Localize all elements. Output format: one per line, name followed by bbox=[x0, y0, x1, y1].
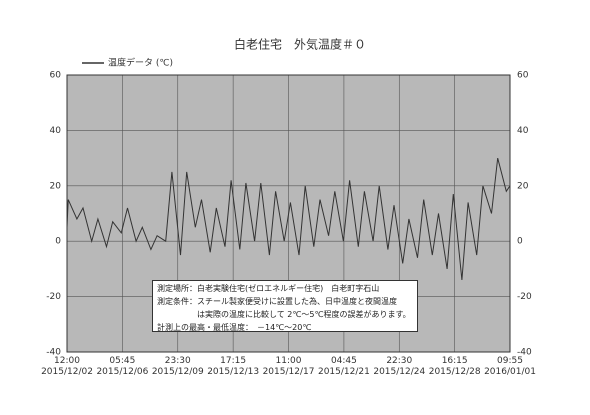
y2-tick-label: 0 bbox=[517, 237, 523, 247]
note-label: 測定場所： bbox=[157, 284, 197, 293]
annotation-box: 測定場所：白老実験住宅(ゼロエネルギー住宅) 白老町字石山 測定条件：スチール製… bbox=[152, 280, 418, 332]
y2-tick-label: 40 bbox=[517, 126, 529, 136]
y-tick-label: -40 bbox=[46, 348, 61, 358]
x-tick-label: 22:30 2015/12/24 bbox=[373, 356, 426, 377]
y-tick-label: 20 bbox=[50, 181, 62, 191]
x-tick-label: 04:45 2015/12/21 bbox=[317, 356, 370, 377]
y-tick-label: 60 bbox=[50, 71, 62, 81]
data-line bbox=[66, 157, 511, 281]
x-tick-label: 17:15 2015/12/13 bbox=[207, 356, 260, 377]
plot-frame bbox=[66, 74, 511, 353]
x-tick-label: 09:55 2016/01/01 bbox=[484, 356, 536, 377]
note-text: スチール製家便受けに設置した為、日中温度と夜間温度 bbox=[197, 297, 397, 306]
y2-tick-label: 60 bbox=[517, 71, 529, 81]
y2-tick-label: -40 bbox=[517, 348, 532, 358]
y-tick-label: -20 bbox=[46, 292, 61, 302]
x-tick-label: 23:30 2015/12/09 bbox=[151, 356, 204, 377]
y2-tick-label: -20 bbox=[517, 292, 532, 302]
note-text: は実際の温度に比較して 2℃～5℃程度の誤差があります。 bbox=[197, 310, 411, 319]
legend-label: 温度データ (℃) bbox=[108, 57, 173, 69]
x-tick-label: 12:00 2015/12/02 bbox=[41, 356, 93, 377]
y-tick-label: 0 bbox=[55, 237, 61, 247]
y-tick-label: 40 bbox=[50, 126, 62, 136]
x-tick-label: 05:45 2015/12/06 bbox=[96, 356, 149, 377]
note-text: 計測上の最高・最低温度： －14℃～20℃ bbox=[157, 323, 312, 332]
y2-tick-label: 20 bbox=[517, 181, 529, 191]
x-tick-label: 11:00 2015/12/17 bbox=[262, 356, 315, 377]
x-tick-label: 16:15 2015/12/28 bbox=[428, 356, 481, 377]
chart-title: 白老住宅 外気温度＃０ bbox=[234, 37, 366, 52]
note-label: 測定条件： bbox=[157, 297, 197, 306]
note-text: 白老実験住宅(ゼロエネルギー住宅) 白老町字石山 bbox=[197, 284, 380, 293]
